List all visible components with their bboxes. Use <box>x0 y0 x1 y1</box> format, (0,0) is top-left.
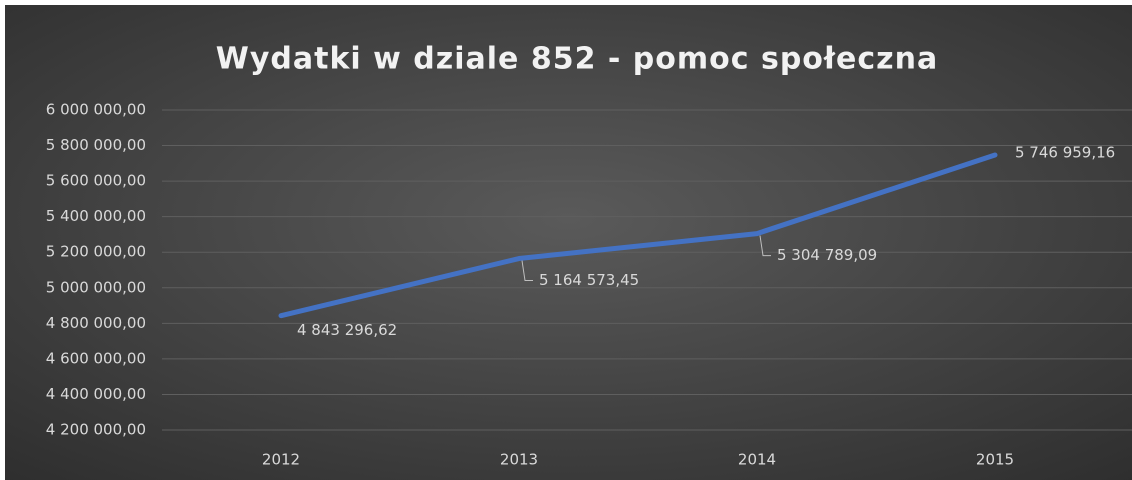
data-label: 5 164 573,45 <box>539 271 639 289</box>
y-tick-label: 5 400 000,00 <box>46 207 146 225</box>
chart-background <box>5 5 1132 480</box>
x-tick-label: 2014 <box>738 451 776 469</box>
data-line <box>278 152 998 319</box>
y-tick-label: 5 200 000,00 <box>46 243 146 261</box>
y-tick-label: 4 800 000,00 <box>46 314 146 332</box>
y-tick-label: 4 600 000,00 <box>46 349 146 367</box>
x-tick-label: 2015 <box>976 451 1014 469</box>
y-tick-label: 5 600 000,00 <box>46 172 146 190</box>
leader-line <box>521 260 533 282</box>
data-label: 4 843 296,62 <box>297 321 397 339</box>
x-tick-label: 2013 <box>500 451 538 469</box>
data-label: 5 746 959,16 <box>1015 143 1115 161</box>
y-tick-label: 6 000 000,00 <box>46 101 146 119</box>
y-tick-label: 4 200 000,00 <box>46 421 146 439</box>
x-tick-label: 2012 <box>262 451 300 469</box>
data-label: 5 304 789,09 <box>777 246 877 264</box>
y-tick-label: 5 000 000,00 <box>46 278 146 296</box>
y-tick-label: 5 800 000,00 <box>46 136 146 154</box>
y-tick-label: 4 400 000,00 <box>46 385 146 403</box>
chart-title: Wydatki w dziale 852 - pomoc społeczna <box>216 42 939 77</box>
leader-line <box>759 235 771 257</box>
